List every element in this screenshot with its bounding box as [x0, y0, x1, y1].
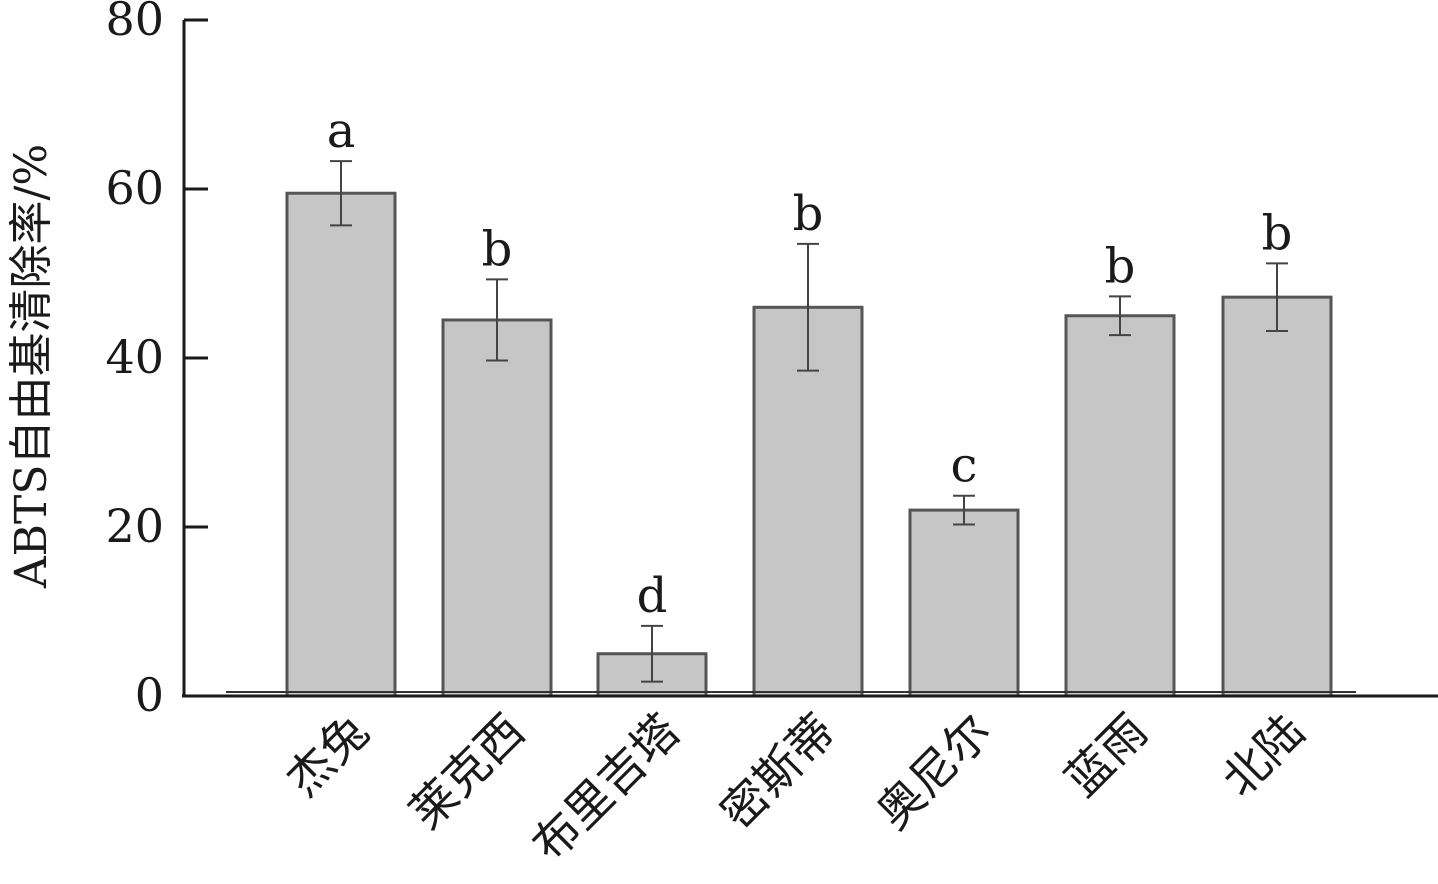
significance-label-4: b [793, 186, 824, 242]
x-category-label-3: 布里吉塔 [521, 704, 689, 872]
y-tick-label-40: 40 [105, 330, 164, 384]
significance-labels-group: a b d b c b b [327, 103, 1293, 624]
y-tick-label-80: 80 [105, 0, 164, 46]
bar-2 [441, 318, 553, 698]
bar-6 [1064, 314, 1176, 698]
significance-label-6: b [1105, 238, 1136, 294]
bar-1 [285, 191, 397, 698]
bars-group [285, 191, 1333, 698]
bar-5 [908, 508, 1020, 698]
x-category-label-4: 密斯蒂 [710, 704, 846, 840]
x-category-label-6: 蓝雨 [1055, 704, 1158, 807]
x-category-label-1: 杰兔 [276, 704, 379, 807]
y-axis-title-group: ABTS自由基清除率/% [6, 144, 57, 589]
y-tick-label-20: 20 [105, 499, 164, 553]
bar-4 [752, 305, 864, 698]
significance-label-3: d [637, 568, 668, 624]
x-category-label-5: 奥尼尔 [866, 704, 1002, 840]
x-category-label-7: 北陆 [1212, 704, 1315, 807]
y-axis-title: ABTS自由基清除率/% [6, 144, 57, 589]
y-ticks-group: 0 20 40 60 80 [105, 0, 208, 722]
significance-label-7: b [1262, 205, 1293, 261]
bar-7 [1221, 295, 1333, 698]
significance-label-5: c [951, 438, 978, 494]
significance-label-1: a [327, 103, 356, 159]
significance-label-2: b [482, 221, 513, 277]
y-tick-label-0: 0 [135, 668, 164, 722]
x-category-label-2: 莱克西 [399, 704, 535, 840]
y-tick-label-60: 60 [105, 161, 164, 215]
error-bars-group [330, 160, 1288, 683]
